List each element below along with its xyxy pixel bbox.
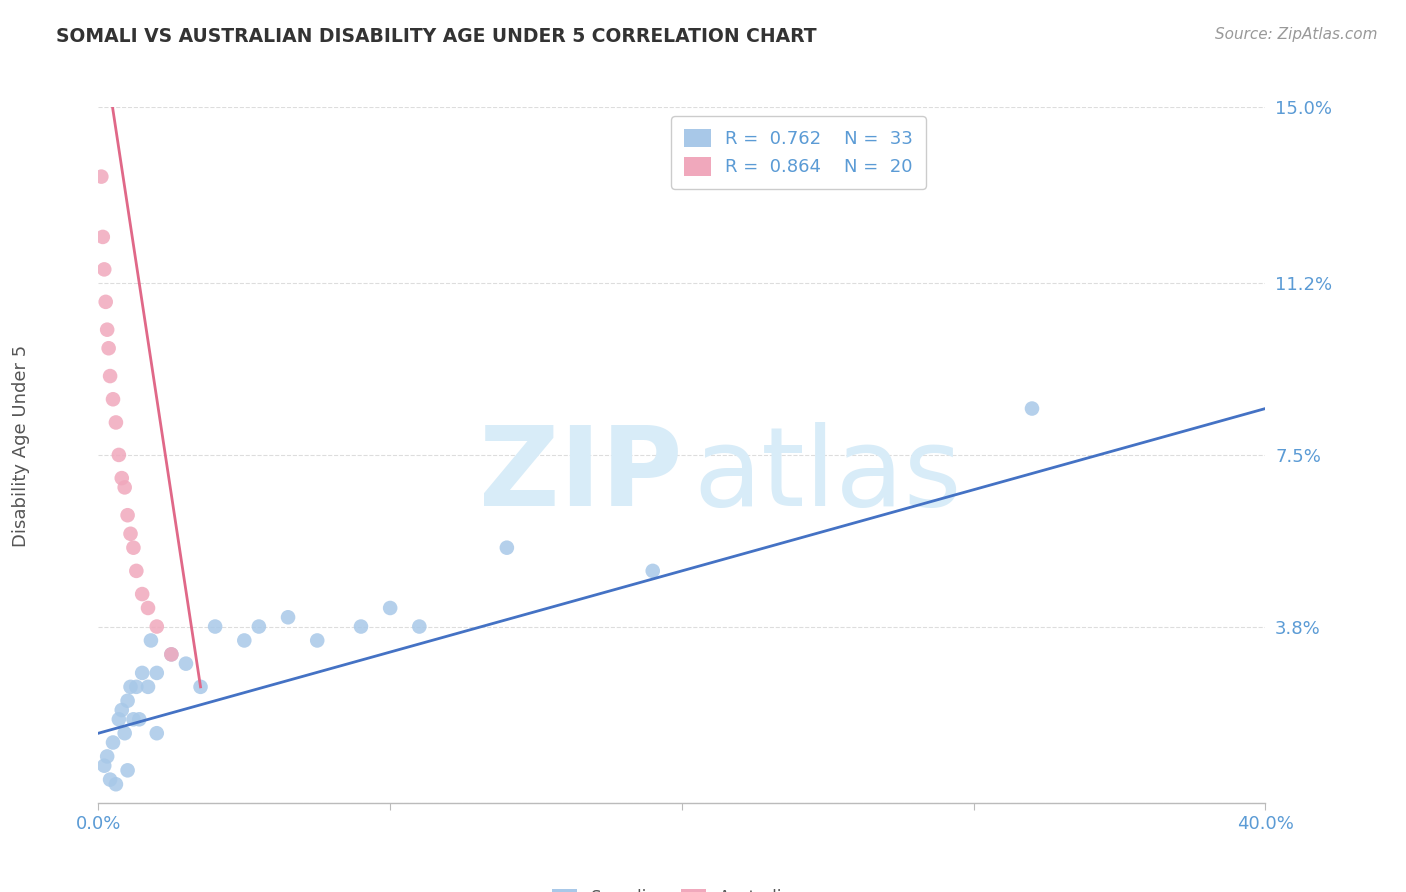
Point	[122, 541, 145, 555]
Point	[125, 680, 148, 694]
Point	[641, 564, 664, 578]
Point	[122, 712, 145, 726]
Point	[91, 230, 114, 244]
Point	[139, 633, 162, 648]
Point	[117, 694, 139, 708]
Point	[98, 369, 121, 384]
Point	[117, 508, 139, 523]
Point	[131, 665, 153, 680]
Point	[136, 601, 159, 615]
Point	[101, 735, 124, 749]
Point	[380, 601, 402, 615]
Point	[111, 703, 134, 717]
Point	[97, 341, 120, 355]
Point	[104, 777, 127, 791]
Point	[233, 633, 256, 648]
Point	[93, 262, 115, 277]
Point	[108, 712, 131, 726]
Point	[146, 726, 169, 740]
Point	[1021, 401, 1043, 416]
Point	[104, 416, 127, 430]
Point	[136, 680, 159, 694]
Point	[496, 541, 519, 555]
Point	[174, 657, 197, 671]
Point	[277, 610, 299, 624]
Point	[204, 619, 226, 633]
Text: Disability Age Under 5: Disability Age Under 5	[13, 345, 30, 547]
Point	[108, 448, 131, 462]
Text: atlas: atlas	[693, 422, 962, 529]
Point	[114, 726, 136, 740]
Point	[128, 712, 150, 726]
Point	[125, 564, 148, 578]
Point	[117, 764, 139, 778]
Point	[90, 169, 112, 184]
Point	[307, 633, 329, 648]
Point	[350, 619, 373, 633]
Point	[146, 665, 169, 680]
Point	[120, 680, 142, 694]
Text: Source: ZipAtlas.com: Source: ZipAtlas.com	[1215, 27, 1378, 42]
Point	[408, 619, 430, 633]
Point	[111, 471, 134, 485]
Point	[160, 648, 183, 662]
Point	[131, 587, 153, 601]
Point	[190, 680, 212, 694]
Legend: Somalis, Australians: Somalis, Australians	[544, 880, 820, 892]
Point	[247, 619, 270, 633]
Point	[93, 758, 115, 772]
Point	[120, 526, 142, 541]
Point	[96, 749, 118, 764]
Point	[101, 392, 124, 407]
Point	[96, 323, 118, 337]
Text: ZIP: ZIP	[478, 422, 682, 529]
Point	[146, 619, 169, 633]
Text: SOMALI VS AUSTRALIAN DISABILITY AGE UNDER 5 CORRELATION CHART: SOMALI VS AUSTRALIAN DISABILITY AGE UNDE…	[56, 27, 817, 45]
Point	[94, 294, 117, 309]
Point	[114, 480, 136, 494]
Point	[160, 648, 183, 662]
Point	[98, 772, 121, 787]
